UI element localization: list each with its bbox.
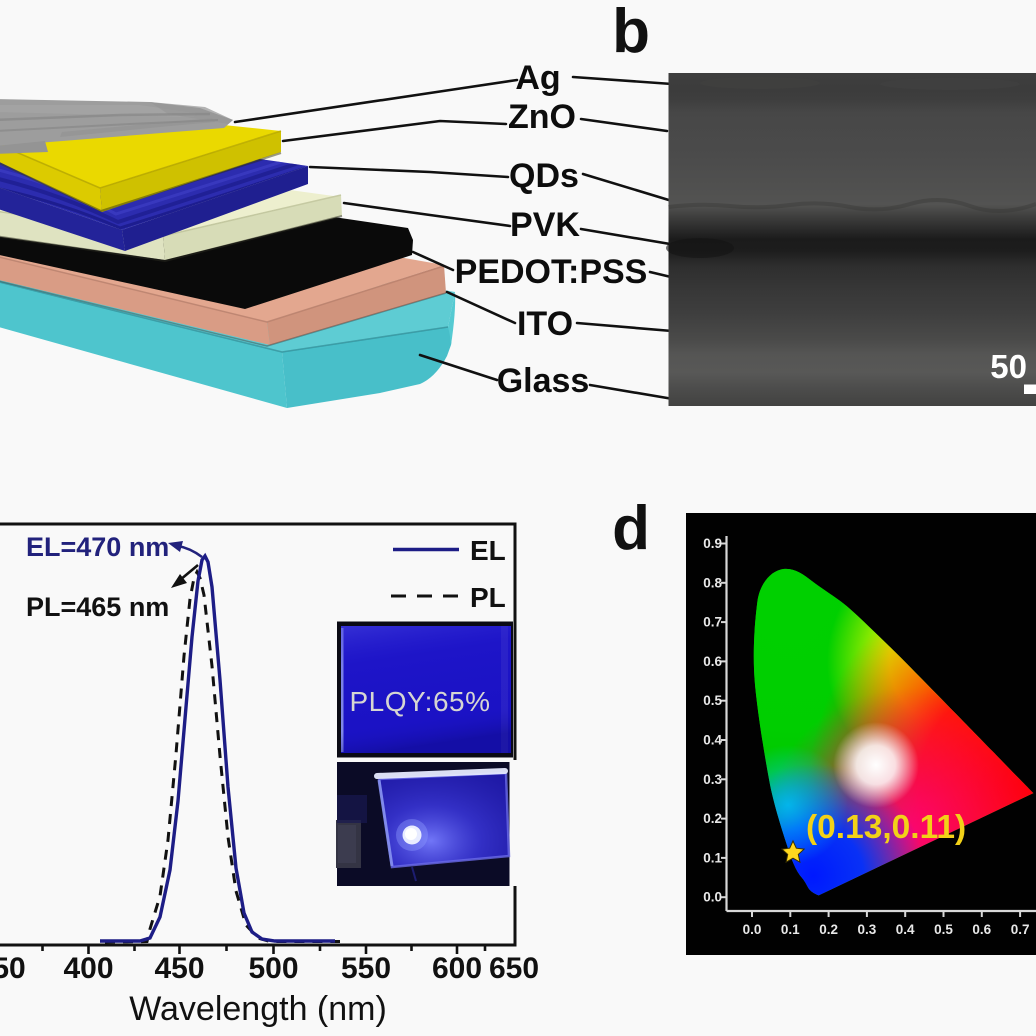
svg-text:0.7: 0.7 [1011,922,1030,937]
svg-text:600: 600 [432,952,482,985]
svg-text:50: 50 [990,348,1027,385]
svg-text:(0.13,0.11): (0.13,0.11) [806,809,966,846]
svg-text:400: 400 [63,952,113,985]
svg-text:0.1: 0.1 [703,850,722,865]
svg-text:0.5: 0.5 [934,922,953,937]
svg-text:EL: EL [470,535,506,566]
svg-text:450: 450 [154,952,204,985]
svg-text:0.4: 0.4 [703,733,722,748]
svg-text:ZnO: ZnO [508,98,576,136]
svg-text:0.8: 0.8 [703,575,722,590]
svg-text:0.9: 0.9 [703,536,722,551]
svg-text:0.6: 0.6 [972,922,991,937]
svg-text:Wavelength (nm): Wavelength (nm) [129,990,387,1028]
svg-text:0.2: 0.2 [819,922,838,937]
svg-text:550: 550 [341,952,391,985]
svg-text:0.1: 0.1 [781,922,800,937]
svg-text:PEDOT:PSS: PEDOT:PSS [455,253,648,291]
svg-text:ITO: ITO [517,305,573,343]
svg-text:PL=465 nm: PL=465 nm [26,592,169,622]
svg-text:Ag: Ag [515,59,560,97]
svg-text:PVK: PVK [510,206,580,244]
svg-text:0.0: 0.0 [743,922,762,937]
svg-text:0.7: 0.7 [703,615,722,630]
svg-text:0.4: 0.4 [896,922,915,937]
svg-text:650: 650 [489,952,539,985]
svg-text:QDs: QDs [509,157,579,195]
svg-text:0.3: 0.3 [703,772,722,787]
svg-text:500: 500 [248,952,298,985]
svg-text:EL=470 nm: EL=470 nm [26,532,169,562]
svg-text:0.3: 0.3 [858,922,877,937]
svg-text:0.2: 0.2 [703,811,722,826]
svg-text:b: b [612,0,650,66]
svg-text:PLQY:65%: PLQY:65% [350,686,491,717]
svg-text:0.5: 0.5 [703,693,722,708]
svg-text:0.0: 0.0 [703,890,722,905]
svg-text:Glass: Glass [497,362,590,400]
svg-text:0.6: 0.6 [703,654,722,669]
svg-text:PL: PL [470,582,506,613]
svg-text:50: 50 [0,952,26,985]
svg-text:d: d [612,494,650,563]
